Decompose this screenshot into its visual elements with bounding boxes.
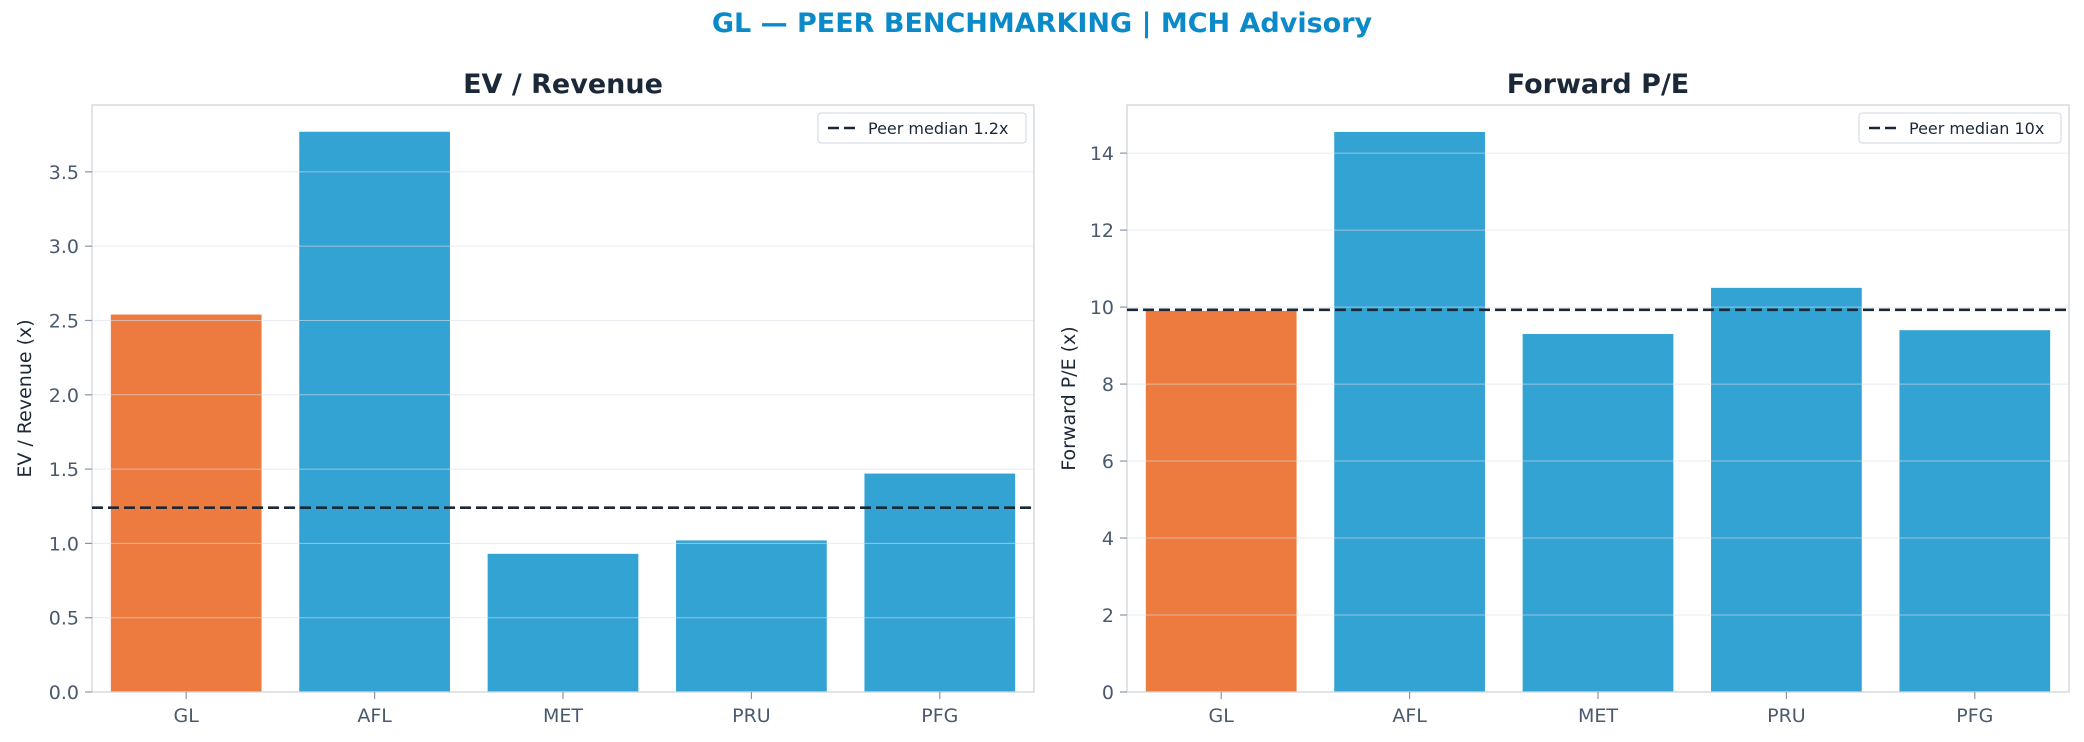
- chart2-bar-pru: [1711, 287, 1862, 692]
- chart2-xtick-label: PFG: [1956, 705, 1993, 727]
- chart1-bar-afl: [299, 131, 450, 692]
- chart1-xtick-label: PFG: [921, 705, 958, 727]
- chart2-ytick-label: 6: [1102, 451, 1114, 473]
- figure-title: GL — PEER BENCHMARKING | MCH Advisory: [711, 8, 1373, 39]
- chart2-bar-afl: [1334, 131, 1485, 692]
- chart2-ytick-label: 0: [1102, 682, 1114, 704]
- chart1-xtick-label: MET: [543, 705, 583, 727]
- chart1-xtick-label: AFL: [357, 705, 392, 727]
- chart2-xtick-label: GL: [1209, 705, 1235, 727]
- chart2-legend-box: [1858, 112, 2062, 144]
- chart2-legend-label: Peer median 10x: [1909, 119, 2044, 138]
- chart1-ytick-label: 3.0: [49, 236, 79, 258]
- chart2-ytick-label: 2: [1102, 605, 1114, 627]
- chart1-ytick-label: 2.5: [49, 310, 79, 332]
- chart1-bar-met: [487, 553, 639, 692]
- chart2-ytick-label: 14: [1090, 143, 1114, 165]
- chart2-ytick-label: 4: [1102, 528, 1114, 550]
- chart1-ytick-label: 0.0: [49, 682, 79, 704]
- chart1-ytick-label: 1.5: [49, 459, 79, 481]
- chart2-title: Forward P/E: [1507, 69, 1690, 100]
- chart2-bar-pfg: [1899, 330, 2051, 692]
- chart1-bar-pfg: [864, 473, 1016, 692]
- chart1-title: EV / Revenue: [463, 69, 663, 100]
- chart2-bar-met: [1522, 334, 1674, 692]
- chart2-ylabel: Forward P/E (x): [1058, 326, 1080, 470]
- chart2-xtick-label: PRU: [1767, 705, 1806, 727]
- chart1-ytick-label: 2.0: [49, 385, 79, 407]
- chart1-xtick-label: PRU: [732, 705, 771, 727]
- chart1-ytick-label: 0.5: [49, 608, 79, 630]
- chart2-xtick-label: AFL: [1392, 705, 1427, 727]
- chart2-bar-gl: [1145, 310, 1297, 692]
- chart1-legend-box: [817, 112, 1027, 144]
- chart1-ytick-label: 1.0: [49, 533, 79, 555]
- chart1-ytick-label: 3.5: [49, 162, 79, 184]
- chart1-xtick-label: GL: [174, 705, 200, 727]
- chart1-bar-pru: [676, 540, 827, 692]
- chart2-ytick-label: 12: [1090, 220, 1114, 242]
- chart2-ytick-label: 10: [1090, 297, 1114, 319]
- chart2-ytick-label: 8: [1102, 374, 1114, 396]
- chart1-ylabel: EV / Revenue (x): [14, 319, 36, 477]
- chart1-legend-label: Peer median 1.2x: [868, 119, 1008, 138]
- chart2-xtick-label: MET: [1578, 705, 1618, 727]
- chart1-bar-gl: [110, 314, 262, 692]
